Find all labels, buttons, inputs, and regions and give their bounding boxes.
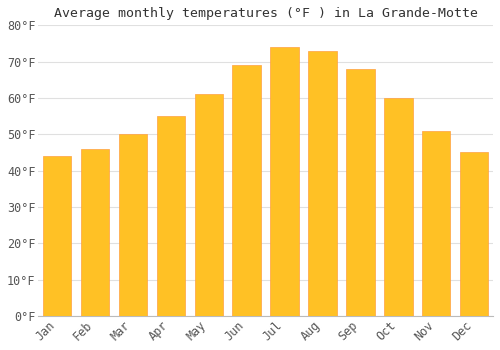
Bar <box>81 149 110 316</box>
Bar <box>460 153 488 316</box>
Bar <box>43 156 72 316</box>
Bar <box>270 47 299 316</box>
Bar <box>194 94 223 316</box>
Bar <box>308 51 336 316</box>
Bar <box>232 65 261 316</box>
Bar <box>384 98 412 316</box>
Bar <box>119 134 147 316</box>
Title: Average monthly temperatures (°F ) in La Grande-Motte: Average monthly temperatures (°F ) in La… <box>54 7 478 20</box>
Bar <box>156 116 185 316</box>
Bar <box>422 131 450 316</box>
Bar <box>346 69 374 316</box>
